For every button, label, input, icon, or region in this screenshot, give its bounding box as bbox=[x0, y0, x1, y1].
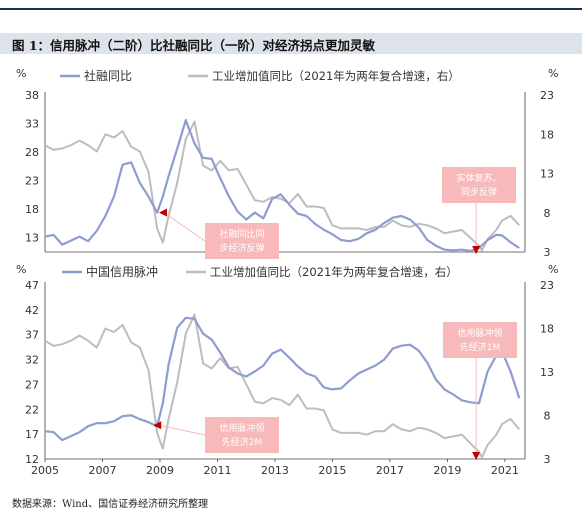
top-rule bbox=[0, 8, 582, 10]
top-right-tick-label: 23 bbox=[540, 89, 554, 102]
bottom-right-tick-label: 13 bbox=[540, 366, 554, 379]
bottom-right-tick-label: 18 bbox=[540, 323, 554, 336]
x-tick-label: 2009 bbox=[146, 464, 174, 477]
top-left-unit: % bbox=[16, 67, 26, 80]
top-left-tick-label: 33 bbox=[25, 118, 39, 131]
top-right-tick-label: 8 bbox=[544, 207, 551, 220]
x-tick-label: 2011 bbox=[203, 464, 231, 477]
figure-title: 图 1：信用脉冲（二阶）比社融同比（一阶）对经济拐点更加灵敏 bbox=[12, 38, 376, 53]
annotation-box bbox=[205, 417, 279, 453]
top-left-tick-label: 23 bbox=[25, 175, 39, 188]
annotation-text: 实体复苏、 bbox=[456, 172, 501, 184]
bottom-left-tick-label: 37 bbox=[25, 329, 39, 342]
top-legend-label: 工业增加值同比（2021年为两年复合增速，右） bbox=[212, 69, 460, 83]
bottom-right-tick-label: 8 bbox=[544, 410, 551, 423]
bottom-legend-label: 工业增加值同比（2021年为两年复合增速，右） bbox=[210, 265, 458, 279]
top-right-tick-label: 18 bbox=[540, 128, 554, 141]
annotation-text: 信用脉冲领 bbox=[457, 327, 502, 339]
top-right-tick-label: 13 bbox=[540, 168, 554, 181]
x-tick-label: 2013 bbox=[261, 464, 289, 477]
x-tick-label: 2005 bbox=[31, 464, 59, 477]
x-tick-label: 2021 bbox=[491, 464, 519, 477]
x-tick-label: 2015 bbox=[318, 464, 346, 477]
annotation-arrowhead bbox=[153, 421, 162, 430]
bottom-left-tick-label: 32 bbox=[25, 354, 39, 367]
bottom-right-tick-label: 23 bbox=[540, 279, 554, 292]
bottom-right-unit: % bbox=[548, 263, 558, 276]
annotation-text: 同步反弹 bbox=[461, 186, 497, 198]
annotation-box bbox=[443, 322, 517, 358]
bottom-left-tick-label: 47 bbox=[25, 279, 39, 292]
top-left-tick-label: 13 bbox=[25, 232, 39, 245]
top-left-tick-label: 18 bbox=[25, 203, 39, 216]
top-right-tick-label: 3 bbox=[544, 246, 551, 259]
annotation-leader bbox=[163, 212, 206, 242]
top-left-tick-label: 38 bbox=[25, 89, 39, 102]
annotation-text: 步经济反弹 bbox=[219, 242, 264, 254]
bottom-legend-label: 中国信用脉冲 bbox=[86, 264, 158, 279]
source-note: 数据来源：Wind、国信证券经济研究所整理 bbox=[12, 499, 209, 510]
top-series-credit-line bbox=[44, 118, 520, 252]
annotation-leader bbox=[158, 424, 206, 436]
bottom-right-tick-label: 3 bbox=[544, 453, 551, 466]
annotation-arrowhead bbox=[158, 208, 167, 217]
annotation-arrowhead bbox=[472, 452, 481, 461]
annotation-box bbox=[205, 223, 279, 259]
annotation-text: 先经济1M bbox=[460, 341, 501, 353]
bottom-left-tick-label: 42 bbox=[25, 304, 39, 317]
annotation-text: 先经济2M bbox=[222, 436, 263, 448]
annotation-text: 信用脉冲领 bbox=[219, 422, 264, 434]
x-tick-label: 2019 bbox=[433, 464, 461, 477]
bottom-left-unit: % bbox=[16, 263, 26, 276]
x-tick-label: 2017 bbox=[376, 464, 404, 477]
top-left-tick-label: 28 bbox=[25, 146, 39, 159]
x-tick-label: 2007 bbox=[88, 464, 116, 477]
bottom-left-tick-label: 27 bbox=[25, 378, 39, 391]
bottom-series-industrial-line bbox=[44, 313, 521, 459]
bottom-left-tick-label: 22 bbox=[25, 403, 39, 416]
top-right-unit: % bbox=[548, 67, 558, 80]
annotation-box bbox=[442, 167, 516, 203]
bottom-left-tick-label: 12 bbox=[25, 453, 39, 466]
title-bar bbox=[0, 33, 582, 54]
bottom-series-credit-line bbox=[44, 316, 521, 442]
annotation-arrowhead bbox=[472, 246, 481, 254]
top-legend-label: 社融同比 bbox=[84, 68, 132, 83]
bottom-left-tick-label: 17 bbox=[25, 428, 39, 441]
annotation-text: 社融同比同 bbox=[219, 228, 264, 240]
